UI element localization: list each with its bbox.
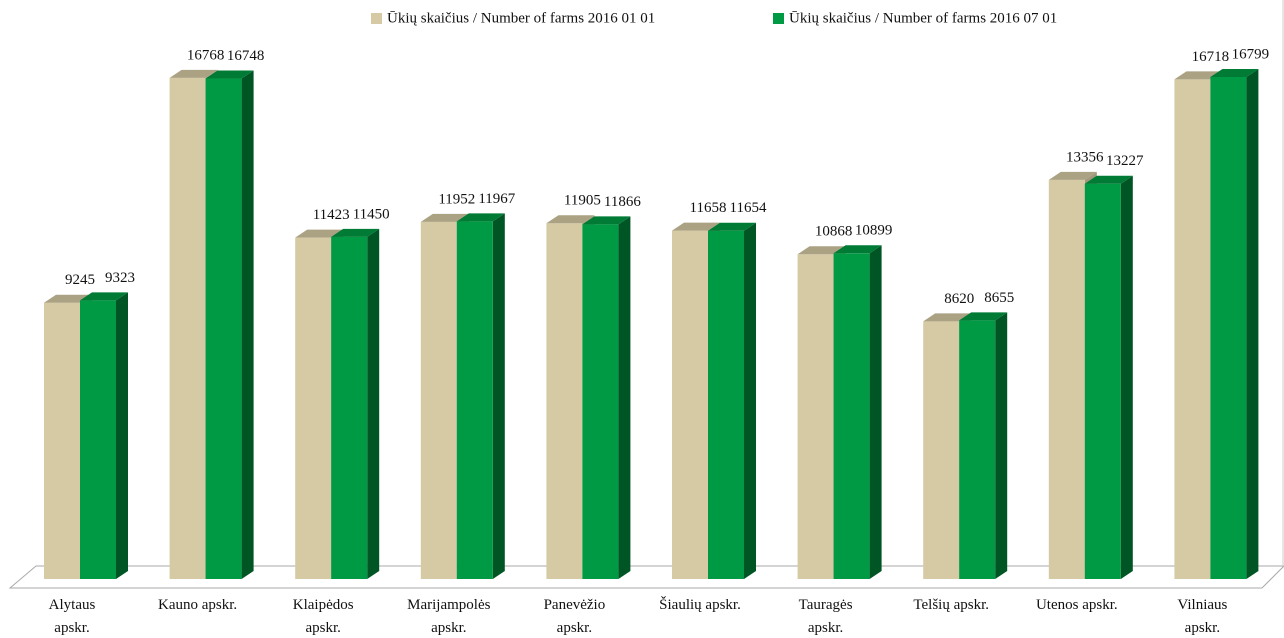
bar bbox=[797, 254, 834, 579]
bar-top bbox=[797, 246, 846, 255]
bar bbox=[1210, 77, 1247, 580]
x-tick-label: Panevėžio apskr. bbox=[543, 597, 606, 636]
value-label: 8620 bbox=[944, 291, 974, 307]
legend-label: Ūkių skaičius / Number of farms 2016 07 … bbox=[789, 10, 1057, 26]
value-label: 13356 bbox=[1066, 149, 1104, 165]
bar-top bbox=[959, 312, 1008, 321]
value-label: 16799 bbox=[1232, 46, 1270, 62]
bar bbox=[582, 224, 619, 579]
value-label: 11423 bbox=[313, 207, 350, 223]
x-tick-label: Kauno apskr. bbox=[158, 597, 238, 613]
bar-top bbox=[331, 228, 380, 237]
bar-top bbox=[923, 313, 972, 322]
bar bbox=[169, 77, 206, 579]
bar-side bbox=[869, 245, 882, 579]
bar-side bbox=[1246, 69, 1259, 580]
bar-top bbox=[456, 213, 505, 222]
bar-side bbox=[241, 70, 254, 580]
bar bbox=[295, 237, 332, 580]
bar bbox=[205, 78, 242, 580]
legend-swatch bbox=[371, 13, 382, 24]
bar-side bbox=[744, 222, 756, 580]
bar-top bbox=[80, 292, 128, 301]
bar bbox=[1174, 79, 1211, 580]
bar-side bbox=[1120, 175, 1133, 579]
bar bbox=[1048, 179, 1085, 579]
bar bbox=[546, 223, 583, 579]
bar bbox=[80, 300, 116, 579]
bar bbox=[672, 230, 708, 579]
legend-label: Ūkių skaičius / Number of farms 2016 01 … bbox=[387, 10, 655, 26]
bar-top bbox=[833, 245, 882, 254]
value-label: 16718 bbox=[1192, 49, 1230, 65]
bar-top bbox=[1048, 171, 1097, 180]
value-label: 9323 bbox=[105, 270, 135, 286]
bar-side bbox=[116, 292, 128, 579]
bar-top bbox=[546, 215, 595, 224]
value-label: 11866 bbox=[604, 194, 641, 210]
value-label: 11967 bbox=[478, 191, 515, 207]
x-tick-label: Alytaus apskr. bbox=[48, 597, 96, 636]
bar bbox=[331, 236, 368, 580]
bar bbox=[1084, 183, 1121, 579]
x-tick-label: Šiaulių apskr. bbox=[659, 597, 741, 613]
bar-top bbox=[420, 213, 469, 222]
value-label: 16768 bbox=[187, 47, 225, 63]
value-label: 10868 bbox=[815, 224, 853, 240]
x-tick-label: Marijampolės apskr. bbox=[407, 597, 491, 636]
value-label: 9245 bbox=[65, 272, 95, 288]
bar-side bbox=[492, 213, 505, 579]
value-label: 10899 bbox=[855, 223, 893, 239]
bar bbox=[420, 221, 457, 579]
bar-top bbox=[1210, 69, 1259, 78]
x-tick-label: Vilniaus apskr. bbox=[1177, 597, 1228, 636]
bar-top bbox=[295, 229, 344, 238]
bar bbox=[456, 221, 493, 579]
value-label: 11905 bbox=[564, 193, 601, 209]
value-label: 13227 bbox=[1106, 153, 1144, 169]
x-tick-label: Utenos apskr. bbox=[1035, 597, 1118, 613]
bar-top bbox=[1084, 175, 1133, 184]
bar bbox=[44, 302, 80, 579]
bar-top bbox=[169, 69, 218, 78]
bar-side bbox=[618, 216, 631, 579]
x-tick-label: Telšių apskr. bbox=[913, 597, 989, 613]
value-label: 8655 bbox=[984, 290, 1014, 306]
bar-top bbox=[582, 216, 631, 225]
bar-top bbox=[708, 222, 756, 231]
bar bbox=[959, 320, 996, 579]
bar bbox=[923, 321, 960, 579]
value-label: 11658 bbox=[690, 200, 727, 216]
x-tick-label: Klaipėdos apskr. bbox=[292, 597, 354, 636]
value-label: 11450 bbox=[353, 206, 390, 222]
value-label: 11952 bbox=[438, 191, 475, 207]
bar-side bbox=[367, 228, 380, 580]
bar-top bbox=[672, 222, 720, 231]
bar bbox=[833, 253, 870, 579]
bar bbox=[708, 230, 744, 580]
bar-top bbox=[205, 70, 254, 79]
bar-side bbox=[995, 312, 1008, 579]
value-label: 11654 bbox=[730, 200, 767, 216]
x-tick-label: Tauragės apskr. bbox=[798, 597, 853, 636]
value-label: 16748 bbox=[227, 48, 265, 64]
legend-swatch bbox=[773, 13, 784, 24]
